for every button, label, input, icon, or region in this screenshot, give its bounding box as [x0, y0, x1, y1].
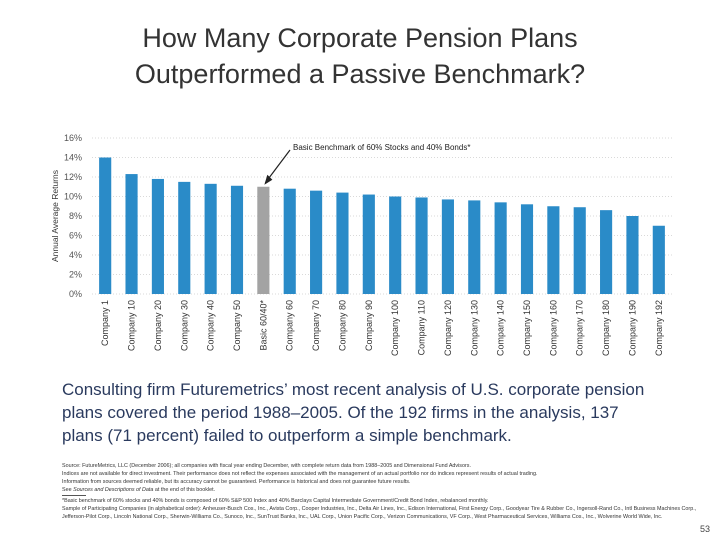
footnote-information: Information from sources deemed reliable…	[62, 479, 411, 485]
page-title: How Many Corporate Pension Plans Outperf…	[0, 20, 720, 92]
x-tick-label: Basic 60/40*	[258, 300, 268, 351]
x-tick-label: Company 100	[390, 300, 400, 356]
bar	[600, 210, 613, 294]
bar	[494, 202, 507, 294]
footnote-benchmark: *Basic benchmark of 60% stocks and 40% b…	[62, 498, 489, 504]
x-tick-label: Company 30	[179, 300, 189, 351]
page-number: 53	[699, 524, 710, 534]
x-tick-label: Company 1	[100, 300, 110, 346]
y-tick-label: 14%	[64, 153, 82, 163]
y-tick-label: 12%	[64, 172, 82, 182]
bar	[468, 200, 481, 294]
footnote-see-prefix: See	[62, 487, 74, 493]
y-tick-label: 6%	[69, 231, 82, 241]
footnote-indices: Indices are not available for direct inv…	[62, 471, 538, 477]
footnote-source: Source: FutureMetrics, LLC (December 200…	[62, 463, 471, 469]
x-tick-label: Company 180	[601, 300, 611, 356]
body-paragraph: Consulting firm Futuremetrics’ most rece…	[62, 380, 645, 445]
footnote-divider	[62, 495, 86, 496]
x-tick-label: Company 150	[522, 300, 532, 356]
bar	[573, 207, 586, 294]
x-tick-label: Company 120	[443, 300, 453, 356]
bar	[151, 178, 164, 294]
title-line-1: How Many Corporate Pension Plans	[142, 23, 578, 53]
x-tick-label: Company 50	[232, 300, 242, 351]
y-tick-label: 16%	[64, 133, 82, 143]
bar	[626, 216, 639, 294]
bar	[283, 188, 296, 294]
x-tick-label: Company 160	[548, 300, 558, 356]
x-tick-label: Company 90	[364, 300, 374, 351]
x-tick-label: Company 190	[627, 300, 637, 356]
bar	[230, 185, 244, 294]
x-tick-label: Company 110	[417, 300, 427, 355]
x-tick-label: Company 170	[575, 300, 585, 356]
bar-chart: 0% 2% 4% 6% 8% 10% 12% 14% 16% Annual Average Ret…	[50, 133, 672, 356]
x-tick-label: Company 70	[311, 300, 321, 351]
footnotes: Source: FutureMetrics, LLC (December 200…	[62, 462, 702, 521]
x-tick-label: Company 80	[337, 300, 347, 351]
footnote-sample: Sample of Participating Companies (in al…	[62, 506, 697, 520]
bar	[310, 190, 323, 294]
footnote-see-suffix: at the end of this booklet.	[153, 487, 216, 493]
bar	[415, 197, 428, 294]
bar	[389, 196, 402, 294]
x-tick-label: Company 10	[127, 300, 137, 351]
y-tick-label: 10%	[64, 192, 82, 202]
footnote-see: See Sources and Descriptions of Data at …	[62, 486, 702, 494]
y-tick-label: 8%	[69, 211, 82, 221]
bar	[652, 225, 665, 294]
x-tick-label: Company 20	[153, 300, 163, 351]
annotation-arrow-head	[264, 174, 273, 185]
x-tick-label: Company 40	[206, 300, 216, 351]
title-line-2: Outperformed a Passive Benchmark?	[134, 59, 586, 89]
benchmark-bar	[257, 186, 270, 294]
benchmark-annotation: Basic Benchmark of 60% Stocks and 40% Bo…	[293, 143, 470, 152]
x-tick-label: Company 130	[469, 300, 479, 356]
bar	[204, 183, 217, 294]
y-tick-label: 0%	[69, 289, 82, 299]
bar	[362, 194, 375, 294]
x-tick-label: Company 140	[496, 300, 506, 356]
y-tick-label: 2%	[69, 270, 82, 280]
y-tick-label: 4%	[69, 250, 82, 260]
bar	[178, 181, 191, 294]
bar	[520, 204, 534, 294]
x-tick-label: Company 60	[285, 300, 295, 351]
x-tick-label: Company 192	[654, 300, 664, 356]
bar	[547, 206, 560, 294]
footnote-see-italic: Sources and Descriptions of Data	[73, 487, 154, 493]
bar	[336, 192, 349, 294]
y-axis-label: Annual Average Returns	[50, 170, 60, 262]
bar	[125, 174, 138, 294]
bar	[99, 157, 112, 294]
bar	[441, 199, 454, 294]
